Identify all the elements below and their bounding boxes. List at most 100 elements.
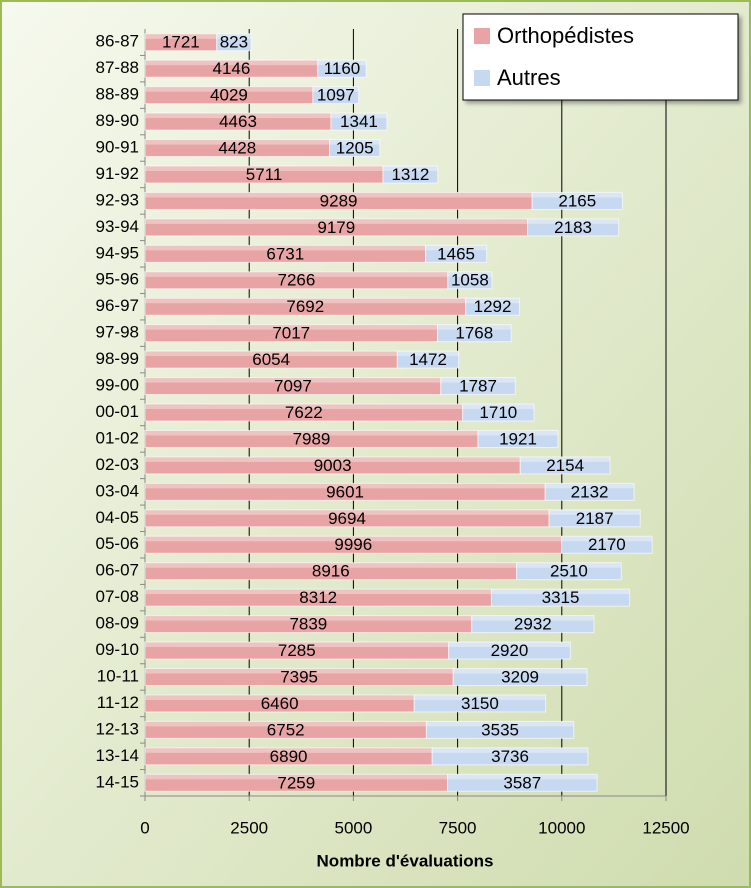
data-label: 6054: [252, 350, 290, 369]
bar-segment: [329, 139, 381, 158]
y-tick-label: 90-91: [96, 138, 139, 157]
y-tick-label: 92-93: [96, 190, 139, 209]
y-tick-label: 88-89: [96, 85, 139, 104]
bar-shine: [145, 192, 533, 198]
bar-segment: [490, 588, 631, 607]
y-tick-label: 11-12: [97, 693, 139, 712]
bar-shine: [471, 615, 594, 621]
data-label: 2510: [550, 562, 588, 581]
bar-shine: [145, 139, 330, 145]
bar-segment: [382, 165, 439, 184]
bar-shine: [453, 668, 587, 674]
y-tick-label: 08-09: [96, 614, 139, 633]
bar-shine: [145, 562, 517, 568]
bar-segment: [561, 535, 653, 554]
y-tick-label: 07-08: [96, 587, 139, 606]
data-label: 9003: [314, 456, 352, 475]
bar-shine: [145, 694, 415, 700]
data-label: 1465: [437, 244, 475, 263]
data-label: 8312: [299, 588, 337, 607]
bar-shine: [516, 562, 622, 568]
bar-shine: [312, 86, 359, 92]
y-tick-label: 91-92: [96, 164, 139, 183]
data-label: 7285: [278, 641, 316, 660]
bar-shine: [145, 509, 550, 515]
bar-segment: [544, 482, 635, 501]
bar-shine: [465, 298, 520, 304]
bar-shine: [532, 192, 623, 198]
bar-shine: [462, 404, 534, 409]
data-label: 8916: [312, 562, 350, 581]
bar-shine: [425, 245, 487, 251]
y-tick-label: 09-10: [96, 640, 139, 659]
data-label: 7097: [274, 377, 312, 396]
bar-segment: [425, 244, 488, 263]
bar-shine: [145, 589, 492, 595]
legend: Orthopédistes Autres: [462, 13, 739, 101]
data-label: 1472: [409, 350, 447, 369]
bar-segment: [462, 403, 535, 422]
data-label: 3209: [501, 667, 539, 686]
y-tick-label: 05-06: [96, 534, 139, 553]
data-label: 4463: [219, 112, 257, 131]
bar-shine: [145, 430, 478, 436]
y-tick-label: 95-96: [96, 270, 139, 289]
data-label: 7266: [278, 271, 316, 290]
bar-segment: [425, 720, 575, 739]
y-tick-label: 13-14: [96, 746, 139, 765]
data-label: 5711: [246, 165, 283, 184]
bar-shine: [145, 404, 463, 409]
bar-shine: [145, 324, 438, 330]
bar-segment: [531, 191, 623, 210]
bar-shine: [145, 351, 398, 357]
data-label: 6460: [261, 694, 299, 713]
y-tick-label: 12-13: [96, 719, 139, 738]
bar-shine: [145, 33, 217, 39]
x-axis-label: Nombre d'évaluations: [317, 851, 494, 870]
data-label: 3535: [481, 720, 519, 739]
y-tick-label: 97-98: [96, 323, 139, 342]
y-tick-label: 99-00: [96, 376, 139, 395]
data-label: 3150: [461, 694, 499, 713]
bar-shine: [448, 642, 571, 648]
data-label: 1921: [499, 429, 537, 448]
y-tick-label: 00-01: [96, 402, 139, 421]
bar-segment: [413, 694, 547, 713]
bar-segment: [471, 615, 595, 634]
bar-shine: [491, 589, 630, 595]
y-tick-label: 98-99: [96, 349, 139, 368]
data-label: 3587: [503, 773, 541, 792]
bar-shine: [145, 86, 313, 92]
data-label: 1292: [474, 297, 512, 316]
y-tick-label: 02-03: [96, 455, 139, 474]
data-label: 9289: [320, 191, 358, 210]
y-tick-label: 86-87: [96, 32, 139, 51]
bar-segment: [216, 33, 252, 52]
bar-shine: [145, 774, 448, 780]
x-tick-label: 5000: [334, 818, 372, 837]
data-label: 7692: [286, 297, 324, 316]
bar-shine: [145, 668, 454, 674]
y-tick-label: 10-11: [97, 666, 139, 685]
bar-shine: [145, 642, 449, 648]
data-label: 2154: [546, 456, 584, 475]
data-label: 4029: [210, 86, 248, 105]
data-label: 1768: [455, 324, 493, 343]
bar-segment: [396, 350, 460, 369]
bar-shine: [561, 536, 653, 542]
bar-shine: [383, 165, 438, 171]
bar-shine: [145, 721, 427, 727]
bar-segment: [519, 456, 611, 475]
data-label: 1160: [324, 59, 361, 78]
bar-shine: [520, 456, 611, 462]
bar-shine: [145, 218, 528, 224]
bar-shine: [426, 721, 574, 727]
data-label: 2183: [554, 218, 592, 237]
data-label: 6890: [270, 747, 308, 766]
bar-shine: [145, 747, 433, 753]
bar-segment: [447, 773, 598, 792]
x-tick-label: 0: [140, 818, 149, 837]
data-label: 4146: [212, 59, 250, 78]
bar-shine: [414, 694, 546, 700]
bar-segment: [516, 562, 622, 581]
